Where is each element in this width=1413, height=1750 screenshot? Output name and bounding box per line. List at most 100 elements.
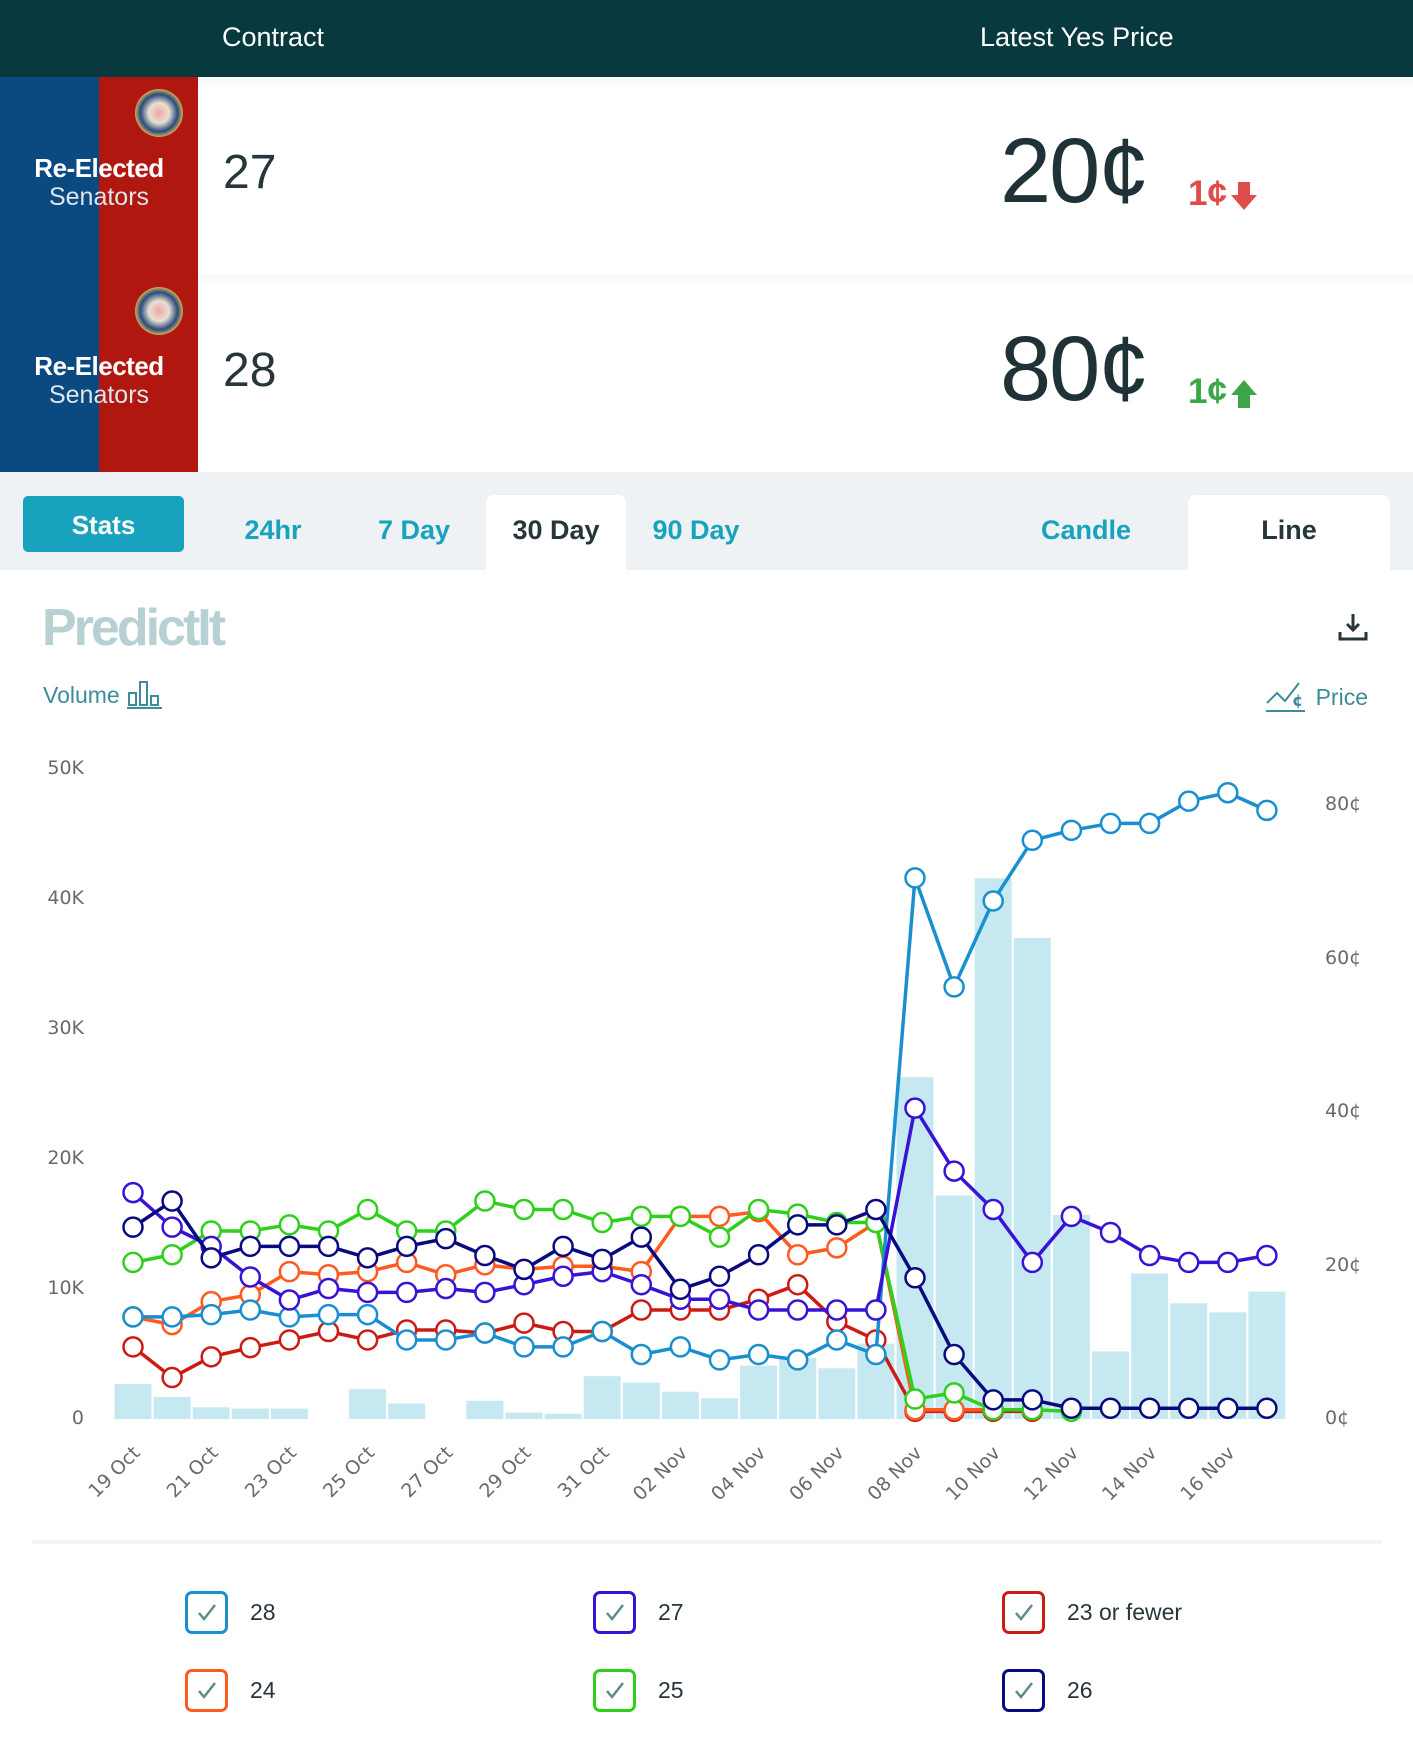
- data-point[interactable]: [630, 1205, 653, 1228]
- tab-30-day[interactable]: 30 Day: [486, 495, 626, 570]
- download-icon[interactable]: [1338, 612, 1368, 642]
- data-point[interactable]: [943, 1160, 965, 1182]
- data-point[interactable]: [904, 1267, 926, 1289]
- data-point[interactable]: [786, 1244, 809, 1266]
- data-point[interactable]: [1099, 1397, 1122, 1420]
- data-point[interactable]: [1177, 1251, 1200, 1274]
- checkbox[interactable]: [185, 1590, 228, 1634]
- data-point[interactable]: [122, 1336, 144, 1358]
- data-point[interactable]: [161, 1216, 183, 1238]
- tab-90-day[interactable]: 90 Day: [652, 515, 740, 545]
- stats-button[interactable]: Stats: [23, 496, 184, 552]
- data-point[interactable]: [317, 1235, 340, 1258]
- data-point[interactable]: [513, 1312, 535, 1334]
- data-point[interactable]: [747, 1198, 770, 1221]
- data-point[interactable]: [474, 1322, 496, 1344]
- legend-item-24[interactable]: 24: [185, 1665, 276, 1715]
- data-point[interactable]: [904, 867, 926, 889]
- data-point[interactable]: [982, 1389, 1004, 1411]
- data-point[interactable]: [161, 1366, 183, 1389]
- data-point[interactable]: [708, 1288, 731, 1311]
- data-point[interactable]: [356, 1303, 379, 1326]
- data-point[interactable]: [200, 1346, 222, 1368]
- data-point[interactable]: [982, 1198, 1004, 1221]
- data-point[interactable]: [1256, 799, 1278, 822]
- legend-item-25[interactable]: 25: [593, 1665, 684, 1715]
- data-point[interactable]: [591, 1320, 613, 1343]
- data-point[interactable]: [669, 1278, 692, 1301]
- tab-7-day[interactable]: 7 Day: [377, 515, 451, 545]
- data-point[interactable]: [552, 1235, 574, 1258]
- data-point[interactable]: [865, 1343, 887, 1366]
- checkbox[interactable]: [593, 1668, 636, 1712]
- data-point[interactable]: [591, 1248, 613, 1271]
- data-point[interactable]: [161, 1244, 183, 1266]
- data-point[interactable]: [1256, 1397, 1278, 1420]
- checkbox[interactable]: [185, 1668, 228, 1712]
- data-point[interactable]: [747, 1299, 770, 1321]
- data-point[interactable]: [278, 1214, 301, 1236]
- data-point[interactable]: [591, 1211, 613, 1234]
- data-point[interactable]: [356, 1281, 379, 1304]
- data-point[interactable]: [239, 1299, 262, 1321]
- data-point[interactable]: [786, 1299, 809, 1321]
- data-point[interactable]: [435, 1277, 457, 1300]
- data-point[interactable]: [747, 1244, 770, 1266]
- volume-axis-toggle[interactable]: Volume: [43, 679, 166, 709]
- data-point[interactable]: [669, 1205, 692, 1228]
- data-point[interactable]: [278, 1235, 301, 1258]
- data-point[interactable]: [278, 1329, 301, 1351]
- data-point[interactable]: [786, 1273, 809, 1296]
- data-point[interactable]: [1217, 781, 1239, 804]
- data-point[interactable]: [826, 1214, 848, 1236]
- tab-line[interactable]: Line: [1188, 495, 1390, 570]
- data-point[interactable]: [708, 1265, 731, 1287]
- tab-24hr[interactable]: 24hr: [244, 515, 302, 545]
- data-point[interactable]: [826, 1299, 848, 1321]
- data-point[interactable]: [1177, 1397, 1200, 1420]
- legend-item-26[interactable]: 26: [1002, 1665, 1093, 1715]
- data-point[interactable]: [200, 1247, 222, 1269]
- data-point[interactable]: [395, 1281, 418, 1304]
- data-point[interactable]: [239, 1336, 262, 1359]
- data-point[interactable]: [630, 1226, 653, 1248]
- data-point[interactable]: [356, 1198, 379, 1221]
- tab-candle[interactable]: Candle: [1040, 515, 1132, 545]
- contract-row-28[interactable]: Re-Elected Senators 28 80¢ 1¢: [0, 275, 1413, 473]
- data-point[interactable]: [552, 1198, 574, 1221]
- data-point[interactable]: [1099, 1221, 1122, 1244]
- data-point[interactable]: [239, 1266, 262, 1288]
- checkbox[interactable]: [593, 1590, 636, 1634]
- data-point[interactable]: [630, 1273, 653, 1296]
- data-point[interactable]: [513, 1198, 535, 1221]
- data-point[interactable]: [200, 1303, 222, 1326]
- data-point[interactable]: [122, 1181, 144, 1204]
- data-point[interactable]: [161, 1306, 183, 1328]
- data-point[interactable]: [826, 1329, 848, 1351]
- data-point[interactable]: [513, 1336, 535, 1358]
- data-point[interactable]: [1256, 1244, 1278, 1267]
- data-point[interactable]: [1060, 819, 1083, 842]
- data-point[interactable]: [865, 1198, 887, 1221]
- data-point[interactable]: [1021, 829, 1044, 852]
- data-point[interactable]: [708, 1205, 731, 1228]
- data-point[interactable]: [122, 1251, 144, 1274]
- data-point[interactable]: [356, 1247, 379, 1269]
- data-point[interactable]: [943, 976, 965, 998]
- data-point[interactable]: [278, 1260, 301, 1283]
- data-point[interactable]: [708, 1349, 731, 1371]
- data-point[interactable]: [552, 1336, 574, 1358]
- checkbox[interactable]: [1002, 1590, 1045, 1634]
- data-point[interactable]: [278, 1289, 301, 1311]
- data-point[interactable]: [1177, 790, 1200, 812]
- data-point[interactable]: [1021, 1389, 1044, 1411]
- data-point[interactable]: [474, 1281, 496, 1304]
- data-point[interactable]: [1138, 1244, 1161, 1267]
- data-point[interactable]: [943, 1343, 965, 1366]
- data-point[interactable]: [1060, 1397, 1083, 1420]
- data-point[interactable]: [630, 1343, 653, 1366]
- data-point[interactable]: [474, 1244, 496, 1267]
- data-point[interactable]: [1217, 1251, 1239, 1274]
- data-point[interactable]: [1099, 812, 1122, 835]
- legend-item-28[interactable]: 28: [185, 1587, 276, 1637]
